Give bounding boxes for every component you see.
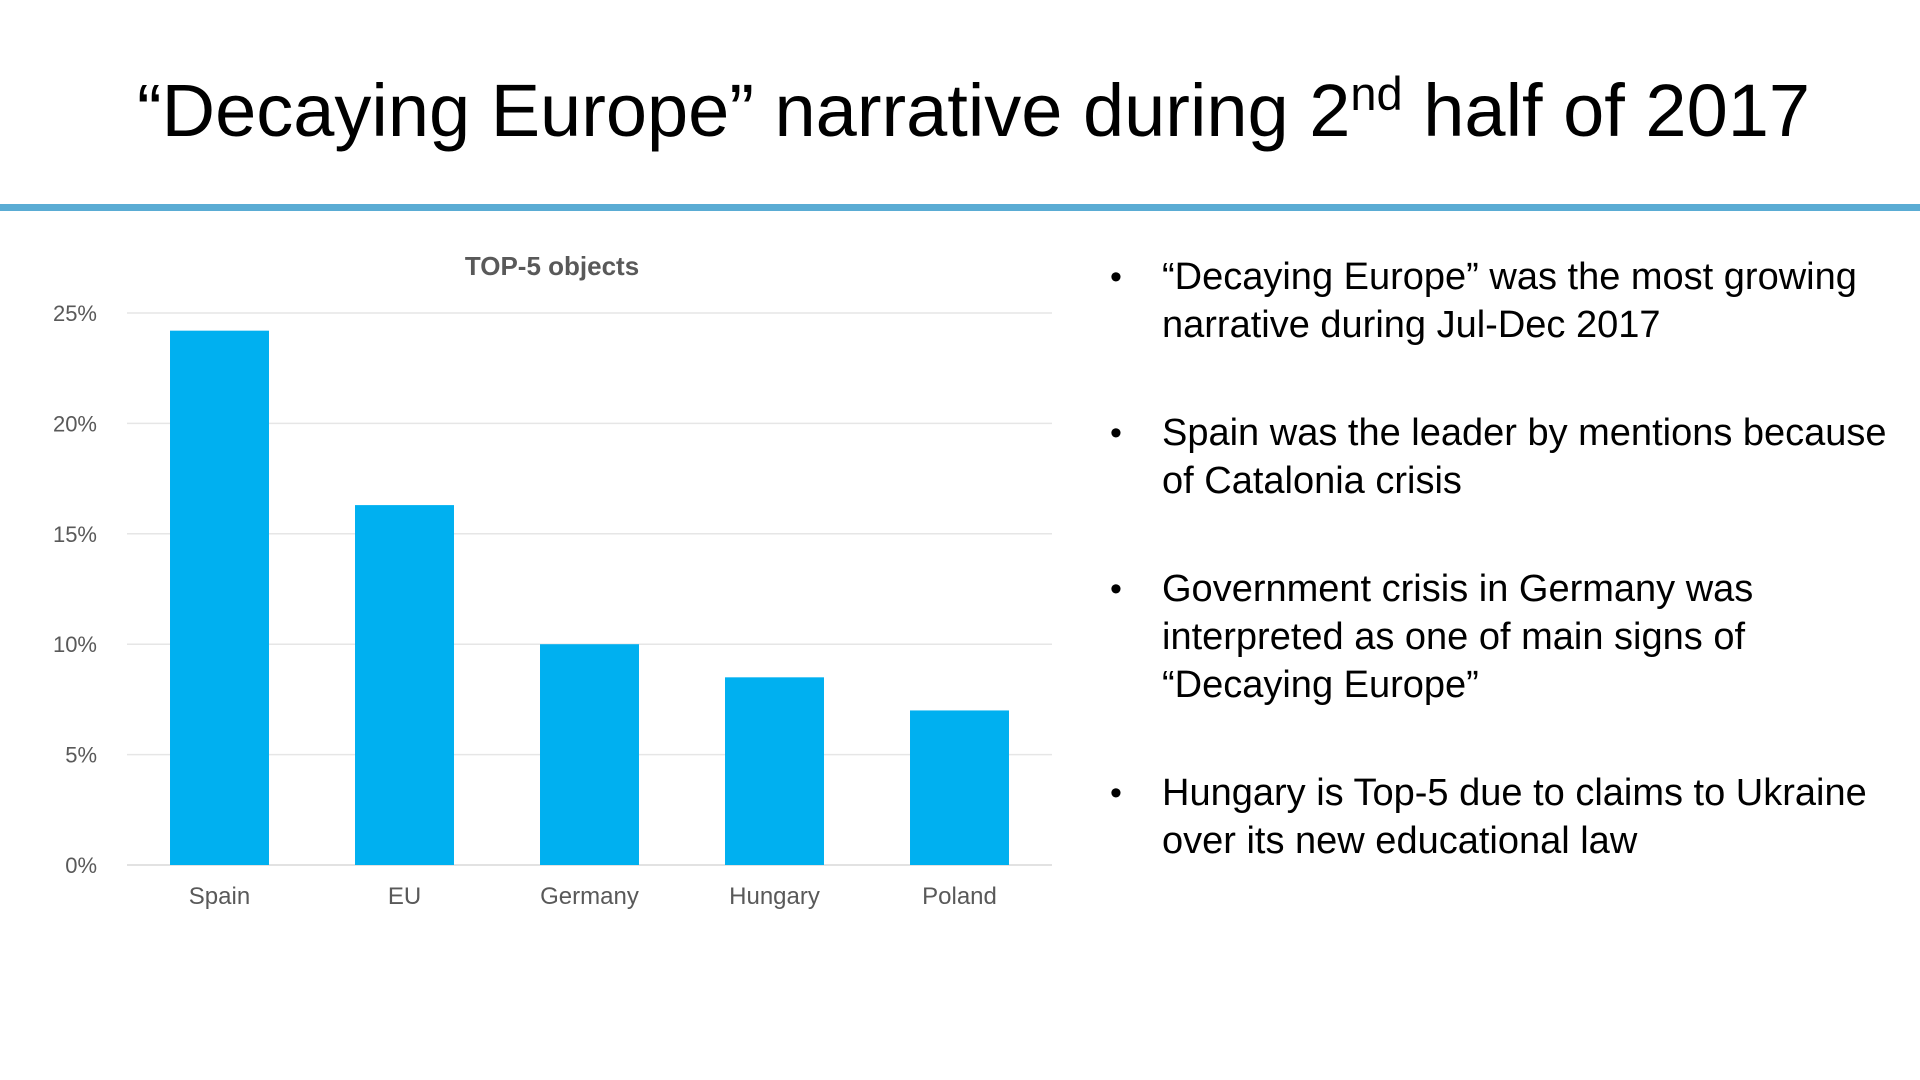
- y-tick-label: 15%: [53, 522, 97, 547]
- bar-eu: [355, 505, 454, 865]
- chart-container: TOP-5 objects 0% 5% 10% 15% 20% 25% Spain EU Ge…: [0, 240, 1080, 940]
- y-tick-label: 5%: [65, 743, 97, 768]
- bullet-item: • “Decaying Europe” was the most growing …: [1110, 253, 1900, 349]
- x-axis-ticks: Spain EU Germany Hungary Poland: [189, 883, 997, 910]
- slide-title: “Decaying Europe” narrative during 2nd h…: [137, 70, 1810, 151]
- bar-chart: TOP-5 objects 0% 5% 10% 15% 20% 25% Spain EU Ge…: [53, 251, 1052, 910]
- title-divider: [0, 204, 1920, 211]
- bullet-marker: •: [1110, 570, 1122, 608]
- bars: [170, 330, 1009, 865]
- bullet-marker: •: [1110, 414, 1122, 452]
- x-tick-label: Poland: [922, 883, 997, 910]
- chart-title: TOP-5 objects: [465, 251, 639, 281]
- x-tick-label: EU: [388, 883, 421, 910]
- y-tick-label: 25%: [53, 301, 97, 326]
- bar-germany: [540, 644, 639, 865]
- bullet-item: • Government crisis in Germany was interp…: [1110, 565, 1900, 709]
- title-suffix: half of 2017: [1402, 69, 1811, 152]
- y-tick-label: 10%: [53, 632, 97, 657]
- bar-spain: [170, 330, 269, 865]
- x-tick-label: Spain: [189, 883, 250, 910]
- title-prefix: “Decaying Europe” narrative during 2: [137, 69, 1351, 152]
- bullet-item: • Hungary is Top-5 due to claims to Ukrai…: [1110, 769, 1900, 865]
- x-tick-label: Germany: [540, 883, 639, 910]
- bar-hungary: [725, 677, 824, 865]
- bullet-text: Government crisis in Germany was interpr…: [1162, 568, 1754, 706]
- bullet-marker: •: [1110, 774, 1122, 812]
- bar-poland: [910, 710, 1009, 865]
- y-tick-label: 20%: [53, 411, 97, 436]
- bullet-text: Hungary is Top-5 due to claims to Ukrain…: [1162, 772, 1867, 862]
- bullet-marker: •: [1110, 258, 1122, 296]
- bullet-text: Spain was the leader by mentions because…: [1162, 412, 1887, 502]
- x-tick-label: Hungary: [729, 883, 820, 910]
- y-tick-label: 0%: [65, 853, 97, 878]
- bullet-list: • “Decaying Europe” was the most growing …: [1110, 253, 1900, 925]
- title-superscript: nd: [1350, 67, 1403, 121]
- y-axis-ticks: 0% 5% 10% 15% 20% 25%: [53, 301, 97, 878]
- bullet-text: “Decaying Europe” was the most growing n…: [1162, 256, 1857, 346]
- bullet-item: • Spain was the leader by mentions becaus…: [1110, 409, 1900, 505]
